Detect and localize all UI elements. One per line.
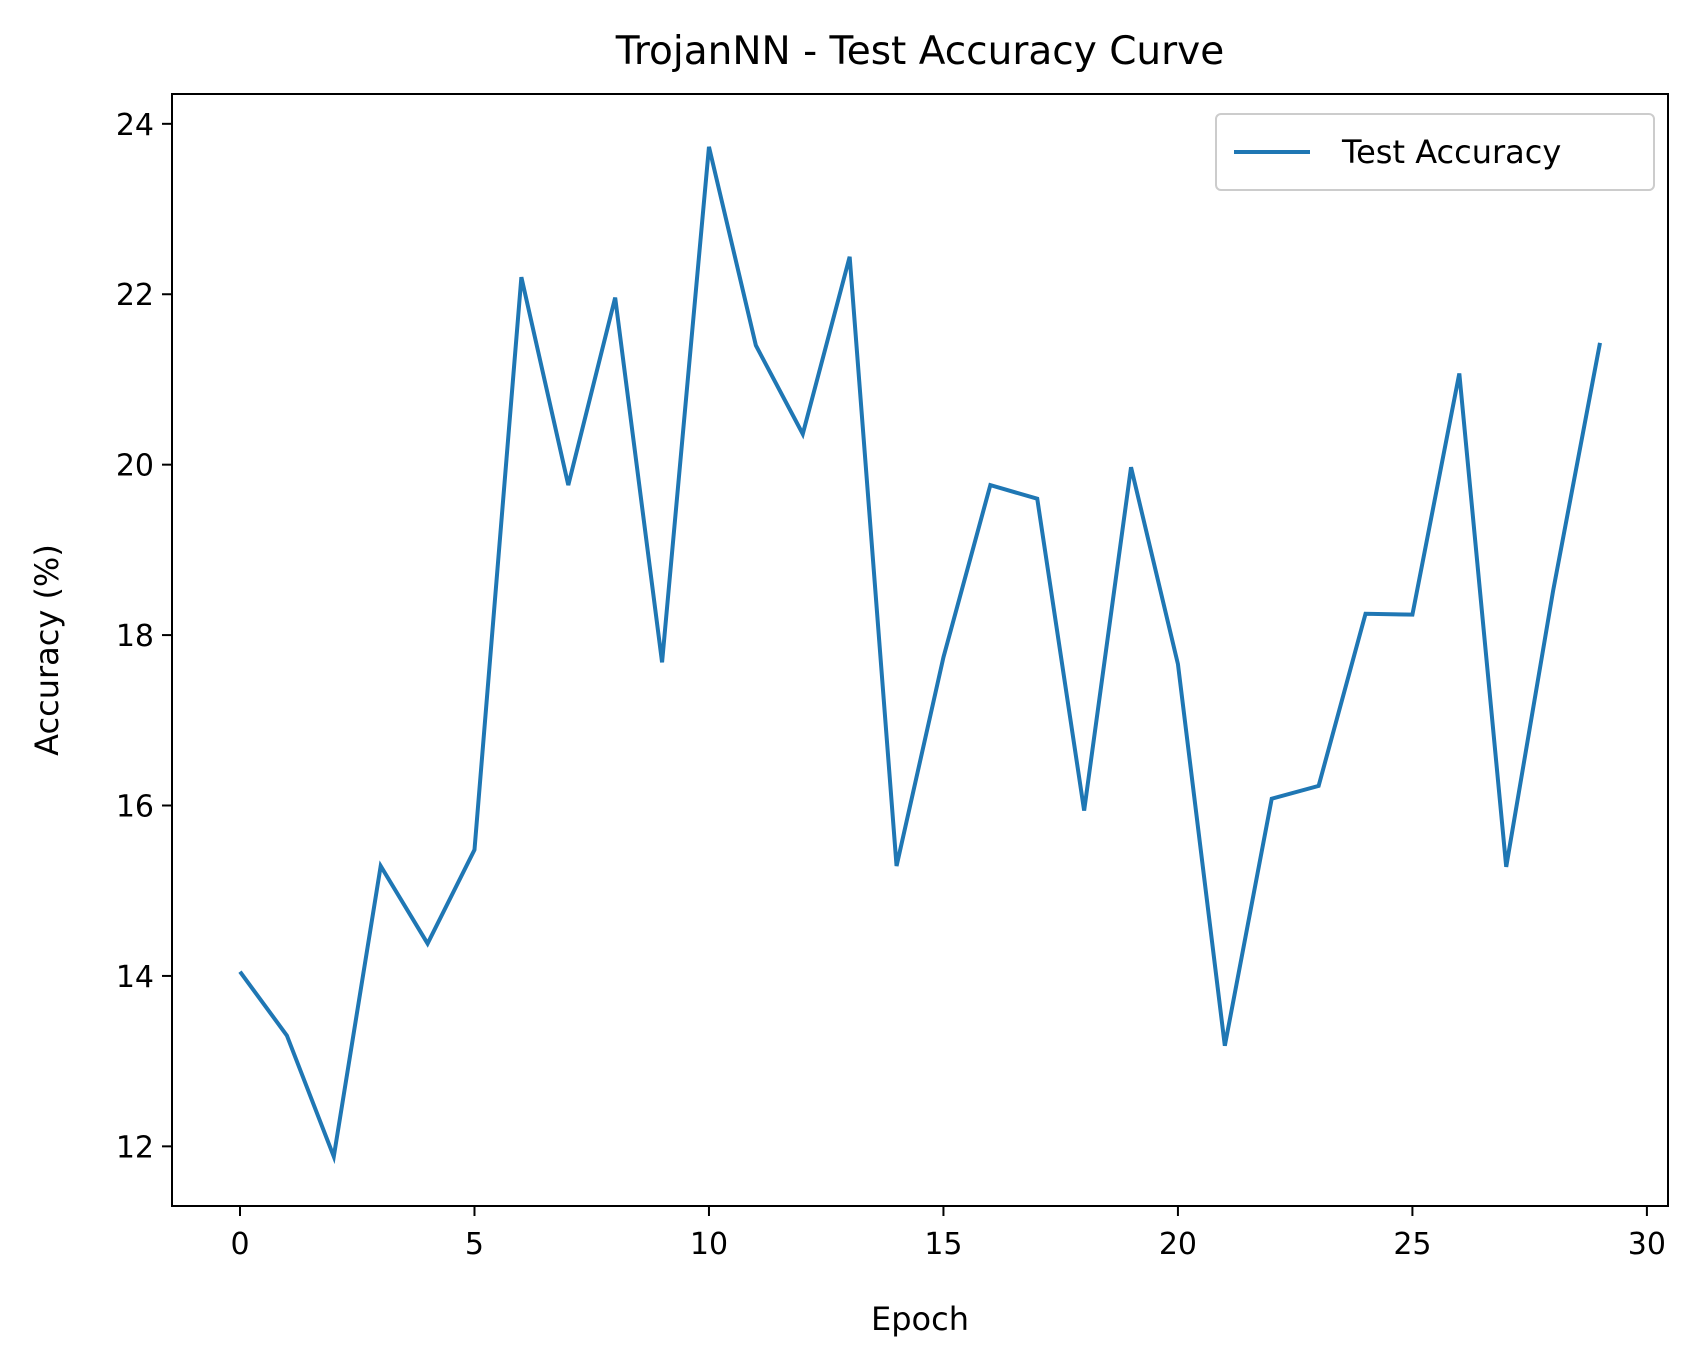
y-tick-label: 18: [116, 619, 154, 654]
y-tick-label: 24: [116, 108, 154, 143]
chart-title: TrojanNN - Test Accuracy Curve: [615, 29, 1225, 74]
x-axis-ticks: 0 5 10 15 20 25 30: [230, 1206, 1666, 1262]
series-line-0: [238, 146, 1602, 1165]
x-tick-label: 30: [1628, 1227, 1666, 1262]
y-tick-label: 14: [116, 960, 154, 995]
plot-area: [171, 93, 1669, 1207]
x-tick-label: 5: [465, 1227, 484, 1262]
x-tick-label: 20: [1159, 1227, 1197, 1262]
legend: Test Accuracy: [1215, 113, 1655, 191]
x-tick-label: 25: [1393, 1227, 1431, 1262]
x-tick-label: 0: [230, 1227, 249, 1262]
y-tick-label: 22: [116, 278, 154, 313]
y-tick-label: 20: [116, 449, 154, 484]
y-tick-label: 12: [116, 1130, 154, 1165]
y-axis-label: Accuracy (%): [28, 544, 66, 756]
y-tick-label: 16: [116, 790, 154, 825]
legend-label: Test Accuracy: [1341, 133, 1561, 171]
plot-frame: [171, 93, 1669, 1207]
x-tick-label: 15: [924, 1227, 962, 1262]
legend-box: [1215, 113, 1655, 191]
x-axis-label: Epoch: [871, 1300, 969, 1338]
x-tick-label: 10: [690, 1227, 728, 1262]
y-axis-ticks: 12 14 16 18 20 22 24: [116, 108, 172, 1165]
